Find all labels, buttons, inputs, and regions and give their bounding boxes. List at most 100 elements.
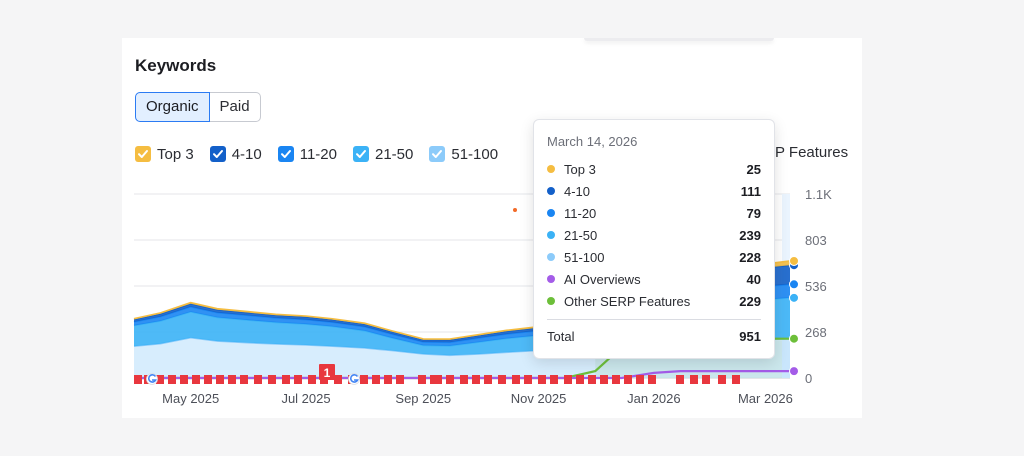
tooltip-row-11-20: 11-20 79 (547, 202, 761, 224)
tab-organic[interactable]: Organic (135, 92, 210, 122)
endpoint-dot-top-3 (789, 255, 799, 266)
tooltip-label: 21-50 (564, 227, 598, 243)
endpoint-dot-11-20 (789, 279, 799, 290)
x-tick-label: Nov 2025 (511, 391, 567, 406)
panel-title: Keywords (135, 56, 217, 75)
tooltip-row-4-10: 4-10 111 (547, 180, 761, 202)
legend-item-4-10[interactable]: 4-10 (209, 145, 262, 163)
event-flag (648, 375, 656, 384)
legend-label-serp-features[interactable]: P Features (775, 144, 849, 161)
event-flag (460, 375, 468, 384)
event-flag (228, 375, 236, 384)
tooltip-label: 11-20 (564, 205, 597, 221)
event-flag (168, 375, 176, 384)
tooltip-label: 51-100 (564, 249, 605, 265)
tooltip-dot-other-serp (547, 297, 555, 305)
event-flag (156, 375, 164, 384)
check-icon (280, 150, 291, 158)
tooltip-row-51-100: 51-100 228 (547, 246, 761, 268)
tooltip-dot-top3 (547, 165, 555, 173)
checkbox-21-50[interactable] (353, 146, 369, 162)
event-flag (690, 375, 698, 384)
event-flag (718, 375, 726, 384)
event-flag (702, 375, 710, 384)
tooltip-total-label: Total (547, 329, 575, 344)
endpoint-dot-ai-overviews (789, 366, 799, 377)
tooltip-total-value: 951 (739, 329, 761, 344)
endpoint-dot-other-serp-features (789, 333, 799, 344)
tooltip-value: 79 (746, 205, 761, 221)
tab-paid[interactable]: Paid (209, 92, 261, 122)
tooltip-date: March 14, 2026 (547, 134, 638, 149)
event-flag (636, 375, 644, 384)
event-flag (624, 375, 632, 384)
legend-item-21-50[interactable]: 21-50 (353, 146, 413, 163)
event-flag (600, 375, 608, 384)
tooltip-rows: Top 3 25 4-10 111 11-20 79 21-50 239 51-… (547, 158, 761, 312)
tooltip-dot-ai-overviews (547, 275, 555, 283)
tooltip-dot-11-20 (547, 209, 555, 217)
tooltip-value: 40 (746, 271, 761, 287)
event-flag (282, 375, 290, 384)
tooltip-value: 239 (739, 227, 761, 243)
legend-item-51-100[interactable]: 51-100 (429, 146, 498, 163)
x-tick-label: Jan 2026 (627, 391, 681, 406)
event-flag (334, 375, 342, 384)
legend-label-51-100: 51-100 (451, 145, 499, 163)
tooltip-label: AI Overviews (564, 271, 641, 287)
chart-tooltip: March 14, 2026 Top 3 25 4-10 111 11-20 7… (533, 119, 775, 359)
event-flag (308, 375, 316, 384)
legend-item-11-20[interactable]: 11-20 (277, 145, 337, 163)
event-flag (294, 375, 302, 384)
event-flag (204, 375, 212, 384)
tooltip-dot-4-10 (547, 187, 555, 195)
position-legend: Top 3 4-10 11-20 21-50 51-100 (135, 144, 514, 164)
annotation-badge-bg (319, 364, 335, 380)
event-flag (418, 375, 426, 384)
legend-label-11-20: 11-20 (299, 145, 337, 163)
legend-label-top3: Top 3 (157, 145, 194, 163)
google-update-icon-glyph (147, 374, 157, 383)
event-flag (512, 375, 520, 384)
y-tick-label: 0 (805, 371, 812, 386)
event-flag (434, 375, 442, 384)
event-flag (240, 375, 248, 384)
event-flag (676, 375, 684, 384)
check-icon (356, 150, 366, 158)
tooltip-value: 25 (746, 161, 761, 177)
checkbox-4-10[interactable] (209, 146, 226, 162)
x-tick-label: Mar 2026 (738, 391, 793, 406)
event-flag (180, 375, 188, 384)
tooltip-label: Other SERP Features (564, 293, 691, 309)
y-tick-label: 268 (805, 325, 827, 340)
tooltip-row-other-serp: Other SERP Features 229 (547, 290, 761, 312)
google-update-icon-glyph (349, 374, 359, 383)
keywords-panel: Keywords Organic Paid Top 3 4-10 11-20 (122, 38, 862, 418)
checkbox-11-20[interactable] (277, 146, 294, 162)
legend-label-4-10: 4-10 (231, 145, 262, 163)
event-flag (372, 375, 380, 384)
tooltip-label: Top 3 (564, 161, 596, 177)
tooltip-dot-21-50 (547, 231, 555, 239)
check-icon (138, 150, 148, 158)
event-flag (384, 375, 392, 384)
marker-dot (513, 208, 517, 212)
event-flag (192, 375, 200, 384)
tooltip-value: 229 (739, 293, 761, 309)
event-flag (498, 375, 506, 384)
x-tick-label: Jul 2025 (281, 391, 330, 406)
y-tick-label: 803 (805, 233, 827, 248)
checkbox-51-100[interactable] (429, 146, 446, 162)
event-flag (134, 375, 142, 384)
y-tick-label: 1.1K (805, 187, 832, 202)
event-flag (360, 375, 368, 384)
event-flag (576, 375, 584, 384)
tooltip-row-21-50: 21-50 239 (547, 224, 761, 246)
legend-item-top3[interactable]: Top 3 (135, 146, 194, 163)
checkbox-top3[interactable] (135, 146, 151, 162)
tooltip-row-top3: Top 3 25 (547, 158, 761, 180)
event-flag (446, 375, 454, 384)
organic-paid-toggle: Organic Paid (135, 92, 261, 122)
event-flag (268, 375, 276, 384)
event-flag (254, 375, 262, 384)
